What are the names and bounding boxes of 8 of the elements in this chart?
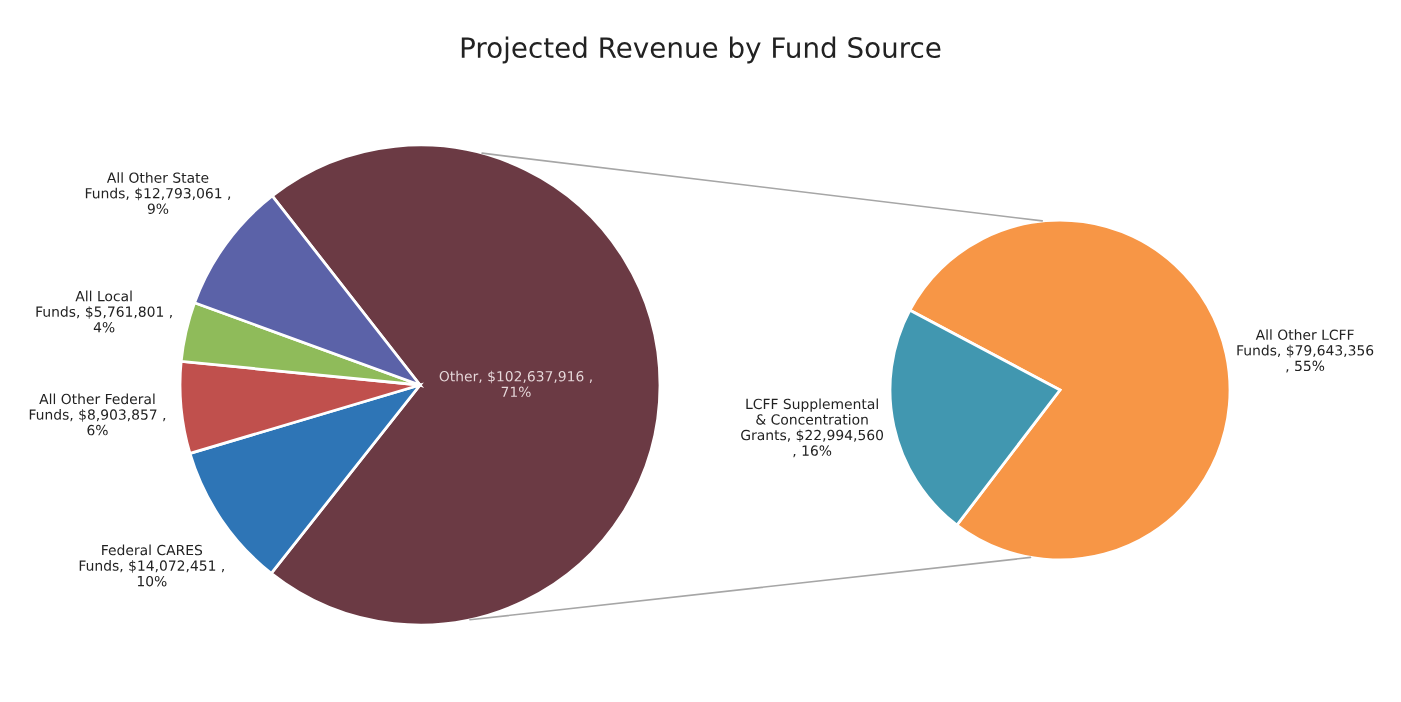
- slice-label: Federal CARES Funds, $14,072,451 , 10%: [79, 544, 224, 587]
- slice-label: LCFF Supplemental & Concentration Grants, $22,994,560 , 16%: [741, 398, 884, 458]
- slice-label: All Other State Funds, $12,793,061 , 9%: [85, 172, 231, 215]
- slice-label: All Other Federal Funds, $8,903,857 , 6%: [29, 393, 166, 436]
- slice-label: Other, $102,637,916 , 71%: [439, 370, 592, 398]
- chart-title: Projected Revenue by Fund Source: [461, 36, 941, 64]
- slice-label: All Other LCFF Funds, $79,643,356 , 55%: [1237, 329, 1374, 373]
- slice-label: All Local Funds, $5,761,801 , 4%: [36, 290, 172, 333]
